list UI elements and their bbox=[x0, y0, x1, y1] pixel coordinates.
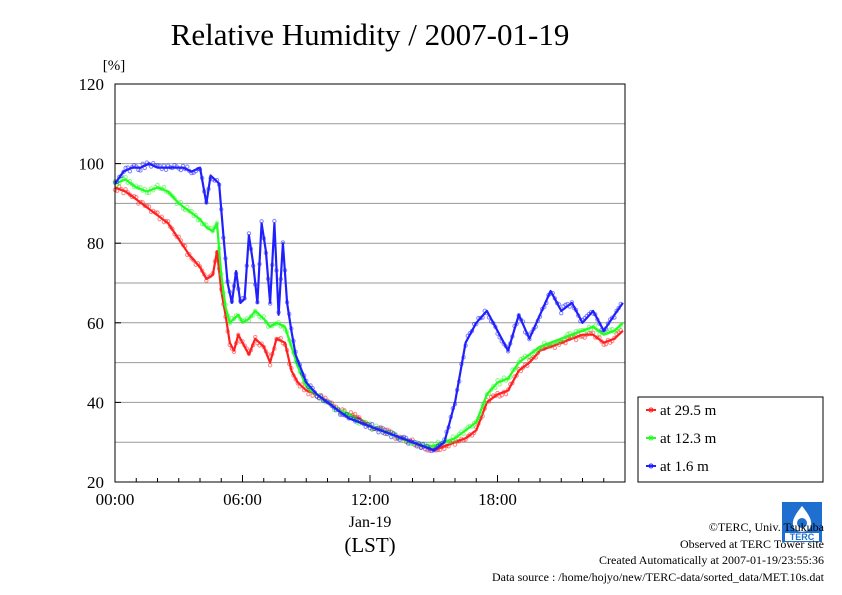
y-tick-label: 20 bbox=[87, 473, 104, 492]
data-point bbox=[378, 425, 383, 430]
chart-title: Relative Humidity / 2007-01-19 bbox=[171, 17, 570, 52]
data-point bbox=[552, 345, 558, 351]
data-point bbox=[231, 316, 237, 322]
series-1 bbox=[112, 184, 624, 453]
data-point bbox=[306, 391, 311, 397]
logo-caption: TERC bbox=[790, 532, 815, 542]
data-point bbox=[267, 363, 273, 368]
legend-item: at 12.3 m bbox=[646, 431, 717, 447]
data-series bbox=[112, 160, 624, 454]
series-3 bbox=[112, 160, 624, 454]
x-tick-label: 06:00 bbox=[223, 490, 262, 509]
legend-box bbox=[637, 396, 824, 483]
series-line bbox=[114, 178, 624, 448]
logo-text: TERC bbox=[790, 532, 815, 542]
terc-logo-icon bbox=[782, 502, 822, 542]
legend-marker bbox=[648, 463, 654, 469]
credit-created: Created Automatically at 2007-01-19/23:5… bbox=[599, 553, 824, 567]
y-tick-label: 40 bbox=[87, 393, 104, 412]
series-line bbox=[114, 186, 624, 452]
legend-label: at 1.6 m bbox=[660, 459, 709, 475]
y-tick-label: 80 bbox=[87, 234, 104, 253]
data-point bbox=[155, 182, 160, 188]
credit-data-source: Data source : /home/hojyo/new/TERC-data/… bbox=[491, 569, 824, 584]
series-2 bbox=[112, 174, 624, 450]
data-point bbox=[369, 421, 375, 427]
data-point bbox=[161, 184, 167, 190]
data-point bbox=[503, 391, 509, 397]
data-point bbox=[406, 441, 411, 446]
x-axis-unit-label: (LST) bbox=[344, 533, 395, 557]
data-point bbox=[582, 335, 587, 340]
data-point bbox=[573, 337, 579, 343]
y-axis-unit: [%] bbox=[103, 58, 126, 74]
data-point bbox=[478, 315, 483, 321]
legend-item: at 1.6 m bbox=[646, 459, 709, 475]
legend-label: at 29.5 m bbox=[660, 403, 717, 419]
y-tick-label: 120 bbox=[79, 75, 105, 94]
series-line bbox=[114, 162, 624, 452]
y-tick-label: 100 bbox=[79, 155, 105, 174]
legend-marker bbox=[648, 435, 654, 441]
legend-label: at 12.3 m bbox=[660, 431, 717, 447]
x-tick-label: 12:00 bbox=[351, 490, 390, 509]
data-point bbox=[374, 423, 379, 428]
credit-block: ©TERC, Univ. Tsukuba Observed at TERC To… bbox=[492, 519, 824, 585]
data-point bbox=[138, 168, 143, 173]
x-tick-label: 00:00 bbox=[96, 490, 135, 509]
grid-lines bbox=[115, 123, 625, 443]
y-tick-label: 60 bbox=[87, 314, 104, 333]
x-tick-label: 18:00 bbox=[478, 490, 517, 509]
legend-marker bbox=[648, 407, 654, 413]
legend-item: at 29.5 m bbox=[646, 403, 717, 419]
credit-observed: Observed at TERC Tower site bbox=[679, 536, 824, 551]
y-axis-ticks: 20 40 60 80 100 120 bbox=[79, 75, 121, 492]
legend: at 29.5 m at 12.3 m at 1.6 m bbox=[637, 396, 824, 483]
x-axis-date-label: Jan-19 bbox=[349, 514, 392, 531]
data-point bbox=[272, 218, 277, 224]
x-axis-ticks: 00:00 06:00 12:00 18:00 bbox=[96, 475, 626, 509]
credit-copyright: ©TERC, Univ. Tsukuba bbox=[708, 520, 824, 534]
